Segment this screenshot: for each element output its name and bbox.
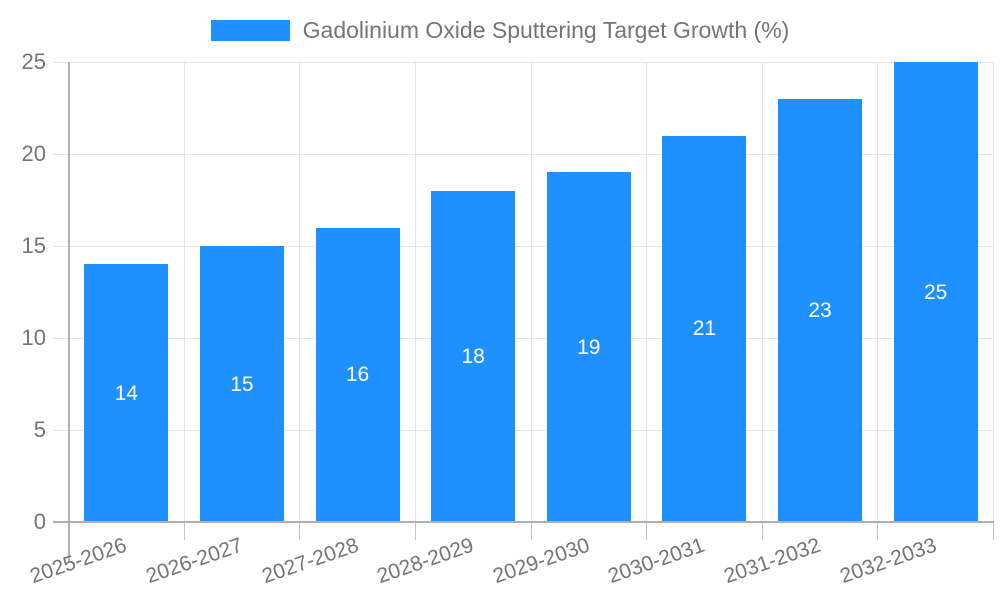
v-gridline bbox=[761, 62, 763, 522]
x-axis-tick bbox=[299, 522, 301, 540]
legend-label: Gadolinium Oxide Sputtering Target Growt… bbox=[302, 17, 790, 43]
bar-value-label: 23 bbox=[808, 298, 832, 322]
legend-item[interactable]: Gadolinium Oxide Sputtering Target Growt… bbox=[0, 17, 1000, 44]
bar-value-label: 18 bbox=[461, 344, 485, 368]
bar[interactable]: 25 bbox=[893, 62, 978, 522]
y-axis-label: 0 bbox=[33, 509, 46, 534]
v-gridline bbox=[993, 62, 994, 522]
y-axis-tick bbox=[52, 429, 69, 431]
y-axis-line bbox=[67, 62, 70, 562]
bar[interactable]: 21 bbox=[662, 135, 747, 522]
v-gridline bbox=[646, 62, 648, 522]
bar[interactable]: 15 bbox=[199, 246, 284, 522]
bar-value-label: 19 bbox=[577, 335, 601, 359]
x-axis-tick bbox=[761, 522, 763, 540]
bar[interactable]: 19 bbox=[546, 172, 631, 522]
y-axis-label: 20 bbox=[21, 141, 46, 166]
bar-value-label: 21 bbox=[692, 317, 717, 341]
x-axis-tick bbox=[530, 522, 532, 540]
y-axis-tick bbox=[52, 245, 69, 247]
y-axis-tick bbox=[52, 337, 69, 339]
bar[interactable]: 16 bbox=[315, 227, 400, 522]
v-gridline bbox=[183, 62, 185, 522]
x-axis-tick bbox=[414, 522, 416, 540]
x-axis-tick bbox=[646, 522, 648, 540]
y-axis-tick bbox=[52, 153, 69, 155]
y-axis-label: 15 bbox=[21, 233, 46, 258]
bar-value-label: 15 bbox=[230, 372, 254, 396]
y-axis-label: 25 bbox=[21, 49, 46, 74]
bar-value-label: 16 bbox=[345, 363, 370, 387]
x-axis-tick bbox=[183, 522, 185, 540]
bar[interactable]: 14 bbox=[84, 264, 169, 522]
y-axis-label: 5 bbox=[33, 417, 46, 442]
bar[interactable]: 18 bbox=[431, 190, 516, 522]
legend-swatch-icon bbox=[210, 20, 290, 41]
x-axis-tick bbox=[993, 522, 994, 540]
v-gridline bbox=[530, 62, 532, 522]
v-gridline bbox=[414, 62, 416, 522]
x-axis-line bbox=[52, 521, 994, 523]
bar-value-label: 25 bbox=[924, 280, 948, 304]
y-axis-tick bbox=[52, 61, 69, 63]
bar-value-label: 14 bbox=[114, 381, 138, 405]
v-gridline bbox=[299, 62, 301, 522]
x-axis-tick bbox=[877, 522, 879, 540]
y-axis-label: 10 bbox=[21, 325, 46, 350]
v-gridline bbox=[877, 62, 879, 522]
bar[interactable]: 23 bbox=[778, 98, 863, 522]
